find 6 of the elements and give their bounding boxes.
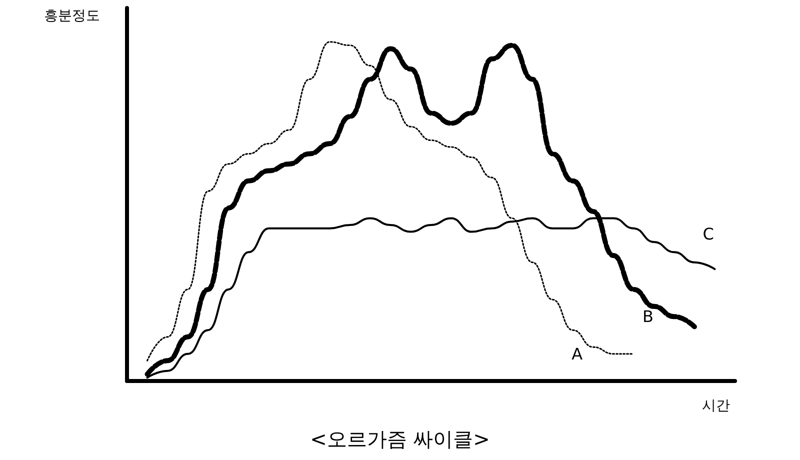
series-label: A — [572, 344, 583, 364]
series-label: B — [642, 307, 654, 326]
series-label: C — [702, 224, 714, 244]
y-axis-title: 흥분정도 — [44, 7, 100, 23]
text: <오르가즘 싸이클> — [310, 427, 490, 451]
x-axis-title: 시간 — [702, 397, 730, 413]
